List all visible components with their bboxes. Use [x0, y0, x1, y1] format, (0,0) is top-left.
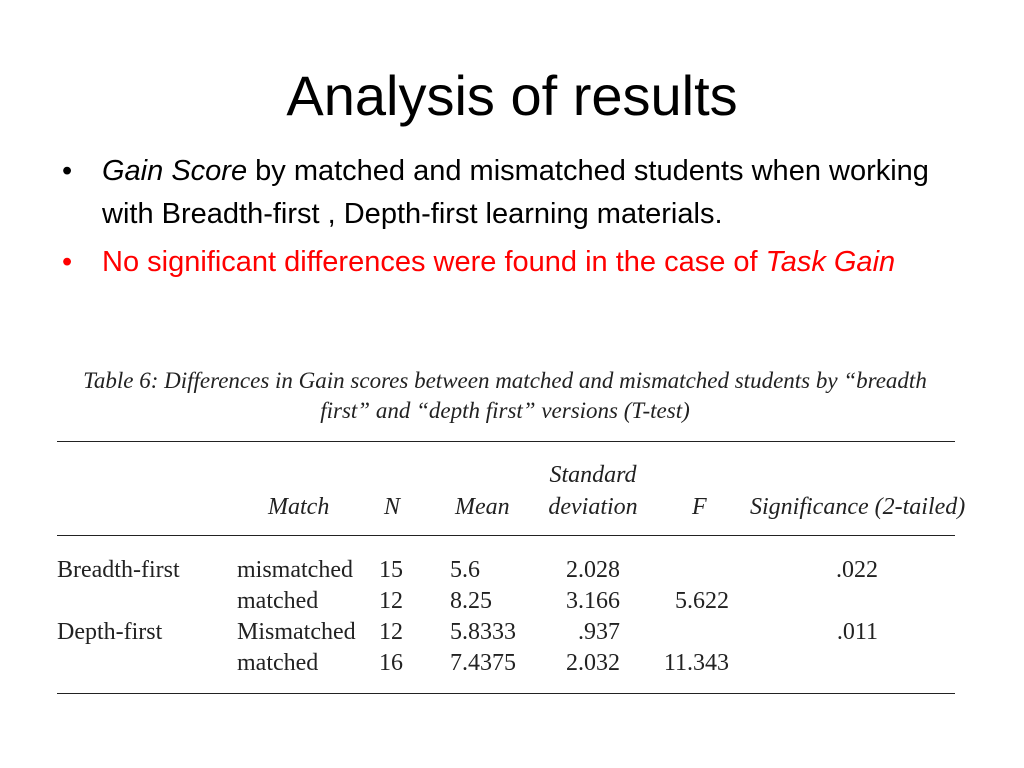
bullet-text: No significant differences were found in…	[102, 246, 766, 278]
table-cell-version: Depth-first	[57, 619, 163, 645]
table-top-rule	[57, 441, 955, 442]
table-cell-sd: .937	[578, 619, 620, 645]
bullet-italic-term: Task Gain	[765, 246, 896, 278]
table-bottom-rule	[57, 693, 955, 694]
table-cell-version: Breadth-first	[57, 557, 180, 583]
bullet-list: • Gain Score by matched and mismatched s…	[56, 150, 976, 289]
column-header-sd-line2: deviation	[548, 494, 638, 520]
column-header-significance: Significance (2-tailed)	[750, 494, 966, 520]
table-cell-f: 11.343	[663, 650, 729, 676]
table-cell-sd: 3.166	[566, 588, 620, 614]
column-header-mean: Mean	[455, 494, 510, 520]
table-cell-n: 12	[379, 588, 403, 614]
table-cell-match: Mismatched	[237, 619, 356, 645]
table-cell-match: matched	[237, 650, 319, 676]
table-cell-n: 15	[379, 557, 403, 583]
bullet-italic-term: Gain Score	[102, 155, 248, 187]
table-header-rule	[57, 535, 955, 536]
table-cell-f: 5.622	[675, 588, 729, 614]
table-cell-match: matched	[237, 588, 319, 614]
column-header-f: F	[692, 494, 707, 520]
column-header-sd-line1: Standard	[549, 462, 637, 488]
table-cell-significance: .022	[836, 557, 878, 583]
slide-title: Analysis of results	[286, 64, 738, 127]
column-header-n: N	[384, 494, 401, 520]
bullet-gain-score: • Gain Score by matched and mismatched s…	[56, 150, 976, 236]
table-cell-match: mismatched	[237, 557, 353, 583]
table-cell-sd: 2.028	[566, 557, 620, 583]
table-caption-text: Differences in Gain scores between match…	[164, 368, 927, 423]
bullet-text: by matched and mismatched students when …	[102, 155, 929, 230]
table-cell-n: 16	[379, 650, 403, 676]
table-cell-sd: 2.032	[566, 650, 620, 676]
bullet-no-significant-differences: • No significant differences were found …	[56, 241, 976, 284]
table-caption-label: Table 6:	[83, 368, 159, 393]
table-cell-significance: .011	[836, 619, 878, 645]
bullet-marker: •	[62, 155, 73, 187]
table-caption: Table 6: Differences in Gain scores betw…	[56, 366, 954, 426]
table-cell-mean: 8.25	[450, 588, 492, 614]
table-cell-mean: 7.4375	[450, 650, 516, 676]
table-cell-n: 12	[379, 619, 403, 645]
table-cell-mean: 5.8333	[450, 619, 516, 645]
column-header-match: Match	[268, 494, 330, 520]
bullet-marker: •	[62, 246, 73, 278]
table-cell-mean: 5.6	[450, 557, 480, 583]
